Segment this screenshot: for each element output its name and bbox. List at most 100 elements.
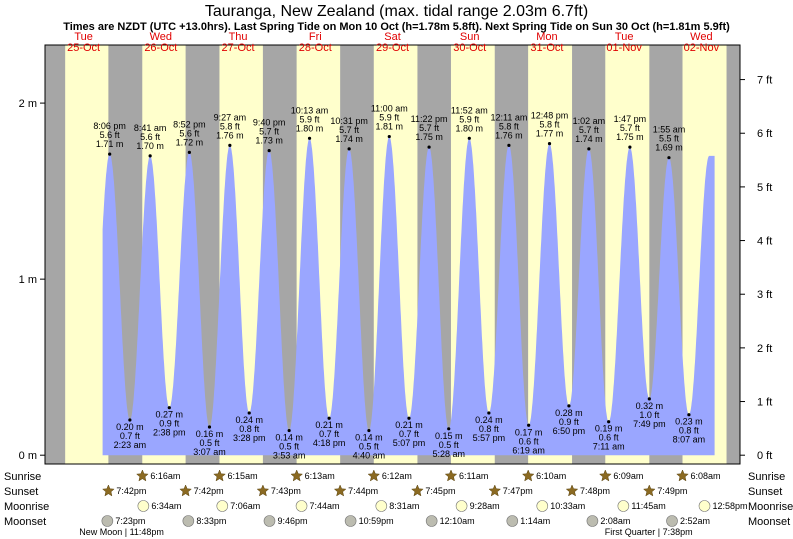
low-tide-point bbox=[247, 411, 251, 415]
tide-extreme-label: 0.24 m bbox=[475, 415, 503, 425]
day-date: 27-Oct bbox=[222, 42, 255, 54]
low-tide-point bbox=[487, 411, 491, 415]
moonrise-time: 9:28am bbox=[470, 501, 500, 511]
moonset-time: 2:52am bbox=[680, 516, 710, 526]
day-date: 29-Oct bbox=[376, 42, 409, 54]
tide-extreme-label: 1:02 am bbox=[573, 116, 606, 126]
sun-icon bbox=[136, 469, 149, 482]
tide-extreme-label: 0.5 ft bbox=[199, 438, 220, 448]
astro-row-label-sunset: Sunset bbox=[4, 486, 38, 498]
sunrise-time: 6:16am bbox=[150, 471, 180, 481]
tide-extreme-label: 6:19 am bbox=[512, 445, 545, 455]
tide-extreme-label: 1.76 m bbox=[216, 130, 244, 140]
low-tide-point bbox=[167, 406, 171, 410]
tide-extreme-label: 8:41 am bbox=[134, 123, 167, 133]
astro-row-label-moonset: Moonset bbox=[4, 516, 46, 528]
tide-extreme-label: 5.8 ft bbox=[540, 120, 561, 130]
right-axis-label: 1 ft bbox=[757, 397, 772, 409]
moon-icon bbox=[425, 515, 438, 527]
sun-icon bbox=[213, 469, 226, 482]
tide-extreme-label: 12:48 pm bbox=[531, 111, 569, 121]
axes-frame bbox=[40, 44, 745, 465]
tide-extreme-label: 0.19 m bbox=[595, 424, 623, 434]
sun-icon bbox=[290, 469, 304, 482]
low-tide-point bbox=[327, 416, 331, 420]
sun-icon bbox=[102, 484, 115, 497]
chart-title: Tauranga, New Zealand (max. tidal range … bbox=[205, 3, 588, 20]
astro-row-label-right-moonset: Moonset bbox=[748, 516, 790, 528]
moon-icon bbox=[375, 500, 388, 512]
tide-extreme-label: 5.5 ft bbox=[659, 134, 680, 144]
tide-extreme-label: 0.7 ft bbox=[319, 429, 340, 439]
right-axis-label: 4 ft bbox=[757, 236, 772, 248]
day-date: 30-Oct bbox=[453, 42, 486, 54]
day-weekday: Tue bbox=[74, 31, 93, 43]
low-tide-point bbox=[207, 425, 212, 429]
high-tide-point bbox=[307, 136, 312, 140]
tide-extreme-label: 0.14 m bbox=[275, 433, 303, 443]
moonset-time: 10:59pm bbox=[359, 516, 394, 526]
tide-extreme-label: 1.0 ft bbox=[639, 410, 660, 420]
right-axis-label: 3 ft bbox=[757, 289, 772, 301]
sunrise-time: 6:13am bbox=[305, 471, 335, 481]
tide-extreme-label: 11:22 pm bbox=[411, 114, 448, 124]
tide-extreme-labels: 8:06 pm5.6 ft1.71 m0.20 m0.7 ft2:23 am8:… bbox=[93, 104, 705, 461]
tide-extreme-label: 1.69 m bbox=[655, 143, 683, 153]
moonset-time: 8:33pm bbox=[196, 516, 226, 526]
tide-extreme-label: 7:49 pm bbox=[633, 419, 666, 429]
tide-extreme-label: 0.15 m bbox=[435, 431, 463, 441]
tide-extreme-label: 1.75 m bbox=[415, 132, 443, 142]
day-headers: Tue25-OctWed26-OctThu27-OctFri28-OctSat2… bbox=[67, 31, 720, 54]
night-band bbox=[45, 45, 66, 464]
day-weekday: Wed bbox=[150, 31, 172, 43]
high-tide-point bbox=[628, 145, 632, 149]
day-date: 02-Nov bbox=[684, 42, 720, 54]
moon-icon bbox=[263, 515, 276, 527]
moonrise-time: 8:31am bbox=[389, 501, 419, 511]
day-weekday: Tue bbox=[615, 31, 634, 43]
moonset-time: 9:46pm bbox=[277, 516, 307, 526]
low-tide-point bbox=[607, 420, 611, 424]
low-tide-point bbox=[447, 427, 451, 431]
tide-extreme-label: 1.75 m bbox=[616, 132, 644, 142]
sun-icon bbox=[179, 484, 192, 497]
sunrise-time: 6:12am bbox=[382, 471, 412, 481]
high-tide-point bbox=[108, 152, 112, 156]
tide-extreme-label: 1.74 m bbox=[335, 134, 363, 144]
left-axis-label: 2 m bbox=[19, 98, 37, 110]
tide-extreme-label: 0.6 ft bbox=[519, 436, 540, 446]
tide-extreme-label: 5.6 ft bbox=[100, 130, 121, 140]
tide-extreme-label: 0.8 ft bbox=[479, 424, 500, 434]
tide-extreme-label: 0.5 ft bbox=[439, 440, 460, 450]
sun-icon bbox=[521, 469, 535, 482]
right-axis-label: 2 ft bbox=[757, 343, 772, 355]
day-date: 28-Oct bbox=[299, 42, 332, 54]
tide-extreme-label: 0.23 m bbox=[675, 417, 703, 427]
right-axis-label: 0 ft bbox=[757, 450, 772, 462]
sun-icon bbox=[598, 469, 612, 482]
tide-extreme-label: 4:40 am bbox=[353, 451, 386, 461]
sun-icon bbox=[256, 484, 270, 497]
tide-extreme-label: 8:07 am bbox=[673, 435, 706, 445]
left-axis-label: 0 m bbox=[19, 450, 37, 462]
low-tide-point bbox=[527, 423, 531, 427]
day-date: 25-Oct bbox=[67, 42, 100, 54]
tide-extreme-label: 11:00 am bbox=[371, 104, 408, 114]
moonrise-time: 7:06am bbox=[230, 501, 260, 511]
tide-extreme-label: 5.6 ft bbox=[140, 132, 161, 142]
tide-extreme-label: 1.76 m bbox=[495, 130, 523, 140]
sun-icon bbox=[333, 484, 347, 497]
tide-height-area bbox=[102, 136, 715, 456]
moonset-time: 2:08am bbox=[600, 516, 630, 526]
tide-extreme-label: 0.7 ft bbox=[399, 429, 420, 439]
day-weekday: Mon bbox=[536, 31, 557, 43]
tide-extreme-label: 1.71 m bbox=[96, 139, 124, 149]
tide-extreme-label: 5.7 ft bbox=[259, 127, 280, 137]
tide-extreme-label: 6:50 pm bbox=[553, 426, 586, 436]
tide-extreme-label: 3:07 am bbox=[193, 447, 226, 457]
right-axis-label: 7 ft bbox=[757, 75, 772, 87]
tide-extreme-label: 0.28 m bbox=[555, 408, 583, 418]
tide-extreme-label: 8:06 pm bbox=[93, 121, 126, 131]
right-axis-label: 6 ft bbox=[757, 128, 772, 140]
sun-icon bbox=[642, 484, 656, 497]
